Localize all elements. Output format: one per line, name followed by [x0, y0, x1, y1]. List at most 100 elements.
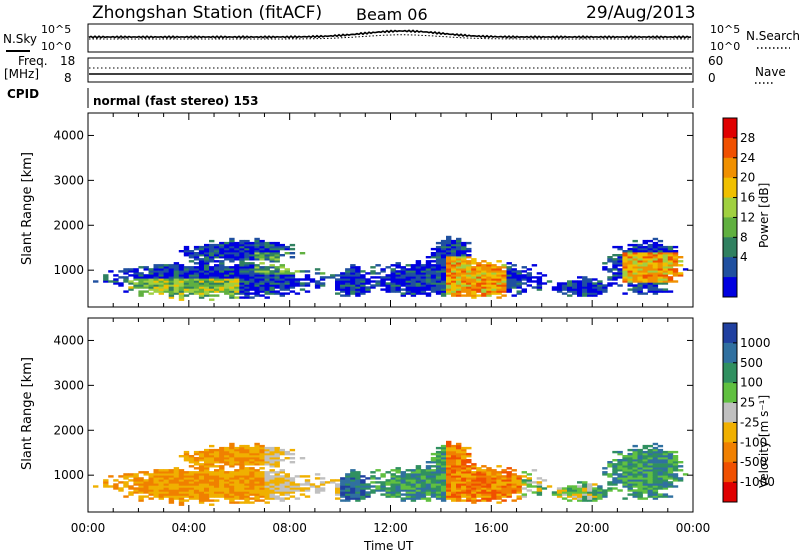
heatmap-cell	[466, 292, 472, 295]
heatmap-cell	[249, 497, 255, 500]
heatmap-cell	[395, 485, 401, 488]
heatmap-cell	[632, 479, 638, 482]
heatmap-cell	[138, 497, 144, 500]
heatmap-cell	[435, 241, 442, 245]
heatmap-cell	[209, 459, 215, 462]
heatmap-cell	[617, 473, 623, 476]
heatmap-cell	[642, 239, 648, 243]
heatmap-cell	[103, 278, 109, 281]
heatmap-cell	[350, 485, 356, 488]
heatmap-cell	[264, 501, 270, 504]
heatmap-cell	[390, 276, 396, 279]
heatmap-cell	[173, 497, 180, 500]
heatmap-cell	[193, 278, 200, 281]
heatmap-cell	[365, 272, 371, 275]
heatmap-cell	[400, 499, 406, 502]
heatmap-cell	[415, 266, 422, 269]
heatmap-cell	[279, 448, 285, 452]
heatmap-cell	[592, 282, 598, 285]
heatmap-cell	[652, 276, 659, 279]
heatmap-cell	[536, 272, 543, 275]
heatmap-cell	[274, 450, 280, 454]
heatmap-cell	[138, 487, 144, 490]
heatmap-cell	[168, 485, 175, 488]
heatmap-cell	[234, 276, 240, 279]
heatmap-cell	[425, 483, 432, 486]
heatmap-cell	[451, 483, 457, 486]
heatmap-cell	[481, 473, 487, 476]
heatmap-cell	[425, 461, 432, 464]
power-heatmap	[93, 235, 689, 301]
heatmap-cell	[476, 280, 482, 283]
heatmap-cell	[456, 457, 462, 460]
heatmap-cell	[612, 245, 618, 249]
heatmap-cell	[183, 284, 190, 287]
heatmap-cell	[143, 491, 149, 494]
heatmap-cell	[486, 485, 492, 488]
heatmap-cell	[254, 483, 260, 486]
heatmap-cell	[163, 485, 169, 488]
heatmap-cell	[597, 290, 603, 293]
heatmap-cell	[491, 477, 497, 480]
heatmap-cell	[446, 254, 452, 257]
heatmap-cell	[405, 268, 411, 271]
heatmap-cell	[667, 465, 674, 468]
x-tick-label: 04:00	[172, 521, 207, 535]
heatmap-cell	[138, 499, 144, 502]
heatmap-cell	[587, 497, 593, 500]
heatmap-cell	[193, 262, 200, 265]
heatmap-cell	[425, 479, 432, 482]
heatmap-cell	[486, 477, 492, 480]
heatmap-cell	[632, 495, 638, 498]
heatmap-cell	[420, 278, 427, 281]
heatmap-cell	[597, 284, 603, 287]
heatmap-cell	[667, 276, 674, 279]
heatmap-cell	[526, 268, 532, 271]
heatmap-cell	[496, 260, 502, 263]
heatmap-cell	[597, 288, 603, 291]
heatmap-cell	[451, 260, 457, 263]
heatmap-cell	[279, 278, 285, 281]
heatmap-cell	[476, 272, 482, 275]
heatmap-cell	[370, 481, 376, 484]
heatmap-cell	[319, 487, 326, 490]
heatmap-cell	[259, 479, 265, 482]
heatmap-cell	[274, 266, 280, 269]
heatmap-cell	[209, 499, 215, 502]
heatmap-cell	[269, 495, 275, 498]
heatmap-cell	[456, 444, 462, 448]
heatmap-cell	[435, 274, 442, 277]
heatmap-cell	[188, 260, 195, 263]
heatmap-cell	[405, 292, 411, 295]
heatmap-cell	[219, 487, 225, 490]
heatmap-cell	[617, 467, 623, 470]
heatmap-cell	[652, 459, 659, 462]
heatmap-cell	[551, 491, 558, 494]
heatmap-cell	[204, 471, 210, 474]
heatmap-cell	[198, 499, 205, 502]
heatmap-cell	[657, 455, 664, 458]
heatmap-cell	[481, 272, 487, 275]
heatmap-cell	[143, 473, 149, 476]
heatmap-cell	[198, 465, 205, 468]
heatmap-cell	[647, 493, 653, 496]
heatmap-cell	[198, 288, 205, 291]
heatmap-cell	[204, 481, 210, 484]
heatmap-cell	[385, 491, 391, 494]
heatmap-cell	[178, 475, 185, 478]
heatmap-cell	[592, 493, 598, 496]
heatmap-cell	[511, 282, 517, 285]
heatmap-cell	[214, 469, 220, 472]
heatmap-cell	[486, 473, 492, 476]
heatmap-cell	[143, 487, 149, 490]
heatmap-cell	[440, 274, 447, 277]
heatmap-cell	[219, 286, 225, 289]
heatmap-cell	[153, 469, 159, 472]
heatmap-cell	[304, 278, 311, 281]
heatmap-cell	[657, 465, 664, 468]
heatmap-cell	[405, 278, 411, 281]
heatmap-cell	[506, 487, 512, 490]
heatmap-cell	[511, 489, 517, 492]
heatmap-cell	[314, 282, 321, 285]
heatmap-cell	[249, 448, 255, 452]
